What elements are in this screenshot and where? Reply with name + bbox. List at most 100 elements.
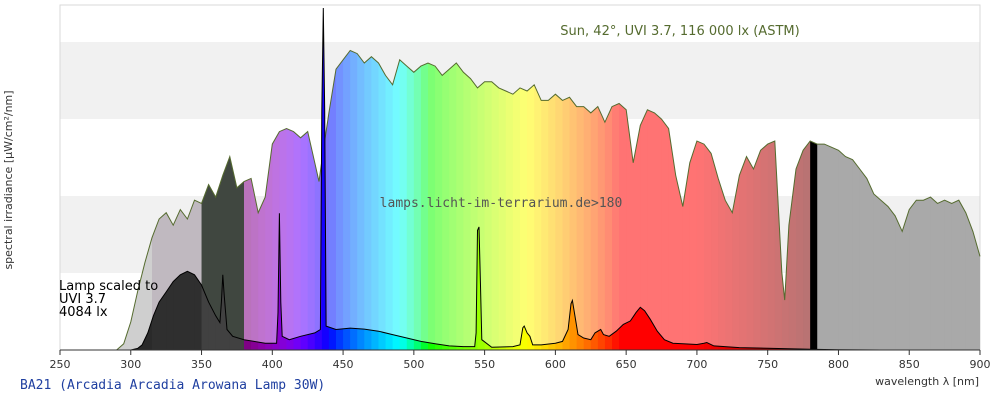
spectrum-strip <box>682 50 691 350</box>
chart-title: BA21 (Arcadia Arcadia Arowana Lamp 30W) <box>20 378 325 393</box>
spectrum-strip <box>562 50 571 350</box>
spectrum-strip <box>251 50 259 350</box>
spectrum-strip <box>711 50 719 350</box>
spectrum-strip <box>357 50 365 350</box>
spectrum-strip <box>520 50 528 350</box>
spectrum-strip <box>420 50 429 350</box>
spectrum-strip <box>428 50 436 350</box>
spectrum-strip <box>463 50 472 350</box>
spectrum-strip <box>796 50 804 350</box>
lamp-spectrum-line <box>130 7 881 351</box>
x-tick-label: 450 <box>333 358 354 371</box>
spectrum-strip <box>222 50 231 350</box>
spectrum-strip <box>293 50 302 350</box>
spectrum-strip <box>654 50 663 350</box>
x-tick-label: 500 <box>403 358 424 371</box>
watermark-text: lamps.licht-im-terrarium.de>180 <box>380 196 623 211</box>
spectrum-strip <box>208 50 217 350</box>
spectrum-strip <box>661 50 670 350</box>
spectrum-strip <box>385 50 394 350</box>
grid-band <box>60 5 980 42</box>
spectrum-strip <box>272 50 280 350</box>
spectrum-strip <box>831 50 840 350</box>
spectrum-strip <box>760 50 769 350</box>
spectrum-strip <box>300 50 309 350</box>
x-tick-label: 650 <box>616 358 637 371</box>
spectrum-strip <box>555 50 564 350</box>
x-tick-label: 250 <box>50 358 71 371</box>
spectrum-strip <box>718 50 726 350</box>
spectrum-strip <box>576 50 585 350</box>
spectrum-strip <box>689 50 698 350</box>
spectrum-strip <box>336 50 344 350</box>
spectrum-strip <box>852 50 861 350</box>
spectrum-strip <box>364 50 372 350</box>
spectrum-strip <box>477 50 486 350</box>
spectrum-strip <box>732 50 740 350</box>
spectrum-strip <box>491 50 500 350</box>
spectrum-strip <box>449 50 457 350</box>
spectrum-strip <box>838 50 847 350</box>
spectrum-strip <box>753 50 762 350</box>
spectrum-strip <box>505 50 514 350</box>
spectrum-strip <box>378 50 387 350</box>
x-tick-label: 850 <box>899 358 920 371</box>
spectrum-strip <box>236 50 245 350</box>
spectrum-strip <box>739 50 748 350</box>
spectrum-strip <box>435 50 443 350</box>
spectrum-strip <box>583 50 592 350</box>
spectrum-strip <box>229 50 238 350</box>
spectrum-strip <box>803 50 811 350</box>
spectrum-strip <box>201 50 210 350</box>
x-tick-label: 700 <box>686 358 707 371</box>
spectrum-strip <box>343 50 351 350</box>
spectrum-strip <box>498 50 507 350</box>
x-tick-label: 900 <box>970 358 991 371</box>
spectrum-strip <box>923 50 932 350</box>
spectrum-strip <box>541 50 549 350</box>
x-axis-ticks: 250 300 350 400 450 500 550 600 650 700 750 800 850 9… <box>50 350 991 371</box>
spectrum-strip <box>512 50 521 350</box>
spectrum-strip <box>442 50 450 350</box>
spectrum-strip <box>845 50 854 350</box>
x-tick-label: 600 <box>545 358 566 371</box>
spectrum-strip <box>767 50 776 350</box>
x-tick-label: 750 <box>757 358 778 371</box>
spectrum-strip <box>392 50 401 350</box>
spectrum-strip <box>244 50 252 350</box>
sun-legend-label: Sun, 42°, UVI 3.7, 116 000 lx (ASTM) <box>560 24 799 39</box>
spectrum-strip <box>350 50 358 350</box>
spectrum-strip <box>597 50 606 350</box>
spectrum-strip <box>548 50 556 350</box>
spectrum-strip <box>406 50 415 350</box>
spectrum-strip <box>612 50 620 350</box>
spectrum-strip <box>668 50 677 350</box>
lamp-annotation-line3: 4084 lx <box>59 305 108 320</box>
x-tick-label: 400 <box>262 358 283 371</box>
spectrum-strip <box>534 50 542 350</box>
spectrum-strip <box>279 50 288 350</box>
spectrum-strip <box>746 50 755 350</box>
spectrum-strip <box>265 50 273 350</box>
spectrum-strip <box>215 50 224 350</box>
spectrum-strip <box>328 50 337 350</box>
spectrum-strip <box>817 50 825 350</box>
spectrum-strip <box>647 50 656 350</box>
x-tick-label: 350 <box>191 358 212 371</box>
spectrum-strip <box>399 50 408 350</box>
spectrum-strip <box>626 50 634 350</box>
spectrum-strip <box>470 50 479 350</box>
lamp-annotation-line2: UVI 3.7 <box>59 292 106 307</box>
spectrum-strip <box>604 50 613 350</box>
x-tick-label: 800 <box>828 358 849 371</box>
spectrum-strip <box>590 50 599 350</box>
spectrum-strip <box>633 50 641 350</box>
x-axis-label: wavelength λ [nm] <box>875 375 979 388</box>
spectrum-strip <box>484 50 493 350</box>
spectrum-strip <box>307 50 316 350</box>
spectrum-strip <box>696 50 705 350</box>
spectrum-strip <box>640 50 648 350</box>
spectrum-strip <box>824 50 832 350</box>
spectrum-strip <box>569 50 578 350</box>
